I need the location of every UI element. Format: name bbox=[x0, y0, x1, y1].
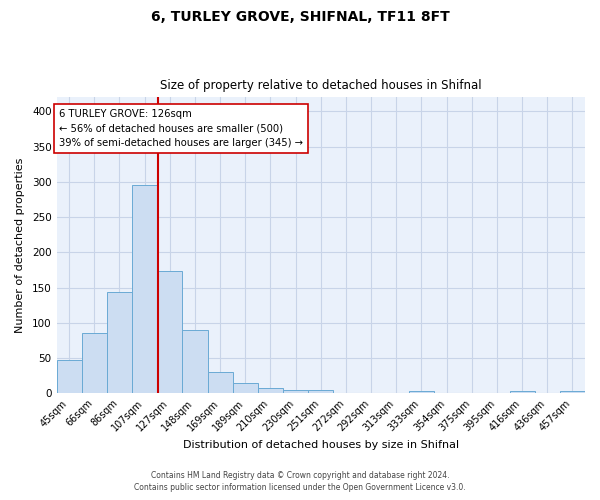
Bar bbox=[560, 391, 585, 393]
Bar bbox=[258, 388, 283, 393]
Bar bbox=[409, 391, 434, 393]
Bar bbox=[283, 390, 308, 393]
Bar bbox=[56, 360, 82, 393]
Bar bbox=[132, 184, 157, 393]
Text: 6 TURLEY GROVE: 126sqm
← 56% of detached houses are smaller (500)
39% of semi-de: 6 TURLEY GROVE: 126sqm ← 56% of detached… bbox=[59, 108, 303, 148]
Text: Contains HM Land Registry data © Crown copyright and database right 2024.
Contai: Contains HM Land Registry data © Crown c… bbox=[134, 471, 466, 492]
Bar bbox=[233, 384, 258, 393]
Title: Size of property relative to detached houses in Shifnal: Size of property relative to detached ho… bbox=[160, 79, 482, 92]
X-axis label: Distribution of detached houses by size in Shifnal: Distribution of detached houses by size … bbox=[183, 440, 459, 450]
Text: 6, TURLEY GROVE, SHIFNAL, TF11 8FT: 6, TURLEY GROVE, SHIFNAL, TF11 8FT bbox=[151, 10, 449, 24]
Bar bbox=[82, 332, 107, 393]
Bar bbox=[308, 390, 334, 393]
Bar bbox=[157, 270, 182, 393]
Y-axis label: Number of detached properties: Number of detached properties bbox=[15, 158, 25, 333]
Bar bbox=[107, 292, 132, 393]
Bar bbox=[182, 330, 208, 393]
Bar bbox=[509, 391, 535, 393]
Bar bbox=[208, 372, 233, 393]
